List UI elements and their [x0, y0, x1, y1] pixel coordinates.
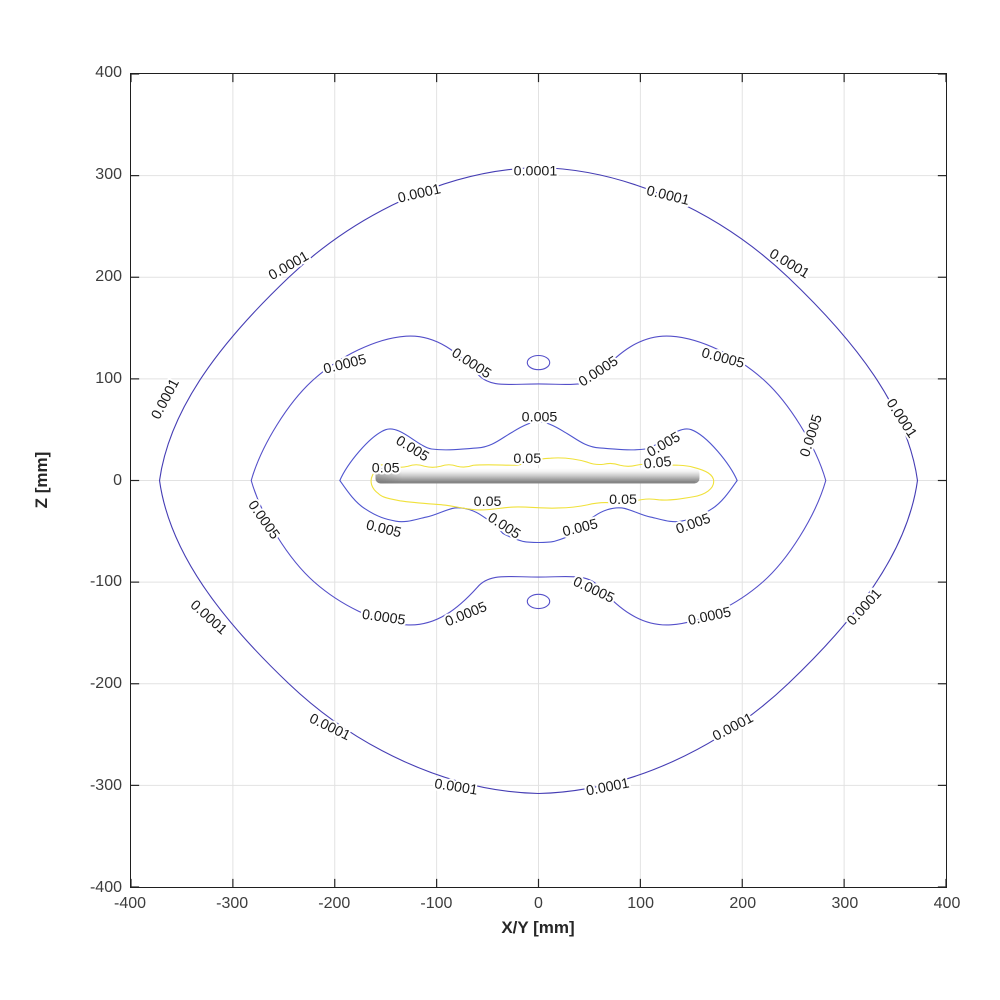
contour-line-0.0005 [251, 336, 826, 625]
y-tick-label: 100 [95, 369, 122, 387]
specimen-plate-image [375, 468, 700, 484]
x-tick-label: 400 [933, 895, 961, 912]
contour-label-0.0005: 0.0005 [576, 353, 621, 390]
contour-label-0.0005: 0.0005 [443, 599, 489, 630]
x-tick-label: 100 [627, 895, 654, 912]
contour-label-0.0001: 0.0001 [266, 248, 312, 284]
y-tick-label: -100 [89, 573, 122, 591]
contour-label-0.0001: 0.0001 [883, 396, 920, 441]
plot-area: 0.0001 0.0001 0.0001 0.0001 0.0001 0.0001 0.00… [130, 73, 947, 888]
contour-label-0.0005: 0.0005 [797, 413, 826, 459]
contour-label-0.0005: 0.0005 [361, 607, 406, 629]
contour-label-0.05: 0.05 [372, 460, 400, 476]
contour-label-0.0001: 0.0001 [433, 776, 479, 799]
contour-loop-0.0005 [527, 356, 549, 370]
y-tick-label: 0 [113, 471, 122, 489]
contour-label-0.0005: 0.0005 [244, 498, 282, 543]
specimen-plate-tip-shading [375, 468, 402, 484]
contour-label-0.005: 0.005 [522, 410, 558, 426]
contour-label-0.0005: 0.0005 [322, 352, 368, 378]
x-axis-label: X/Y [mm] [501, 918, 575, 937]
contour-loop-0.0005 [527, 594, 549, 608]
contour-label-0.005: 0.005 [561, 516, 600, 540]
contour-label-0.0005: 0.0005 [570, 574, 616, 607]
x-tick-label: -400 [113, 895, 147, 912]
y-tick-label: -300 [89, 777, 122, 795]
contour-label-0.05: 0.05 [513, 451, 541, 467]
x-tick-label: 200 [729, 895, 757, 912]
contour-label-0.0001: 0.0001 [645, 183, 691, 209]
contour-line-0.05 [371, 458, 714, 510]
contour-label-0.005: 0.005 [485, 510, 524, 543]
contour-label-0.0001: 0.0001 [844, 586, 885, 629]
x-tick-label: 0 [534, 895, 543, 912]
contour-label-0.0001: 0.0001 [396, 181, 442, 206]
contour-label-0.005: 0.005 [674, 511, 713, 538]
y-tick-label: -400 [89, 879, 122, 896]
contour-plot-svg: 0.0001 0.0001 0.0001 0.0001 0.0001 0.0001 0.00… [131, 74, 946, 887]
contour-label-0.0001: 0.0001 [187, 597, 230, 638]
x-tick-label: -100 [420, 895, 453, 912]
contour-label-0.0001: 0.0001 [514, 164, 558, 180]
x-tick-label: 300 [831, 895, 859, 912]
contour-label-0.0001: 0.0001 [585, 775, 631, 799]
contour-line-0.0001 [160, 167, 918, 793]
contour-label-0.0001: 0.0001 [307, 711, 353, 744]
x-tick-label: -300 [216, 895, 249, 912]
contour-label-0.0001: 0.0001 [710, 710, 756, 745]
x-tick-label: -200 [318, 895, 351, 912]
contour-label-0.05: 0.05 [474, 494, 502, 510]
contour-label-0.0005: 0.0005 [449, 345, 494, 382]
contour-label-0.0005: 0.0005 [687, 604, 733, 629]
contour-label-0.05: 0.05 [643, 454, 672, 473]
y-tick-label: 300 [95, 165, 122, 183]
y-tick-label: 400 [95, 64, 122, 81]
y-tick-label: 200 [95, 267, 122, 285]
y-tick-label: -200 [89, 675, 122, 693]
contour-label-0.0001: 0.0001 [148, 376, 183, 422]
contour-label-0.05: 0.05 [609, 492, 637, 508]
y-axis-label: Z [mm] [32, 451, 51, 509]
contour-label-0.0005: 0.0005 [700, 345, 746, 372]
